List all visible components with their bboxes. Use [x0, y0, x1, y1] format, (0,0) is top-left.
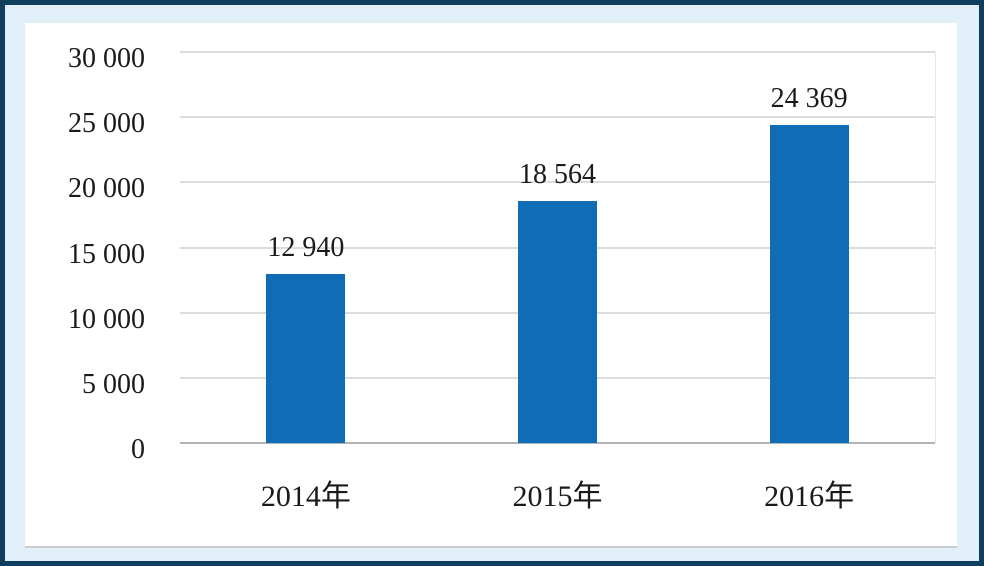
plot-area-right-border: [935, 52, 936, 443]
bar-2014年: [266, 274, 346, 443]
gridline-20000: [180, 181, 935, 184]
x-axis-category-label: 2016年: [764, 480, 855, 513]
bar-value-label: 18 564: [519, 159, 596, 191]
y-axis-tick-label: 10 000: [68, 303, 145, 335]
x-axis-category-label: 2014年: [260, 480, 351, 513]
bar-value-label: 12 940: [267, 232, 345, 264]
bar-2015年: [518, 201, 597, 443]
y-axis-tick-label: 30 000: [68, 43, 145, 74]
y-axis-tick-label: 20 000: [68, 173, 145, 205]
y-axis-tick-label: 15 000: [68, 238, 145, 270]
gridline-25000: [180, 116, 935, 119]
y-axis-tick-label: 25 000: [68, 108, 145, 140]
y-axis-tick-label: 5 000: [82, 368, 145, 400]
x-axis-line: [180, 442, 935, 444]
gridline-30000: [180, 51, 935, 53]
x-axis-category-label: 2015年: [512, 480, 603, 513]
y-axis-tick-label: 0: [131, 434, 145, 465]
chart-panel: 0 5 000 10 000 15 000 20 000 25 000 30 000 12 9…: [25, 23, 957, 548]
bar-2016年: [769, 125, 849, 443]
bar-value-label: 24 369: [770, 83, 848, 115]
bar-chart: 0 5 000 10 000 15 000 20 000 25 000 30 000 12 9…: [25, 23, 957, 546]
